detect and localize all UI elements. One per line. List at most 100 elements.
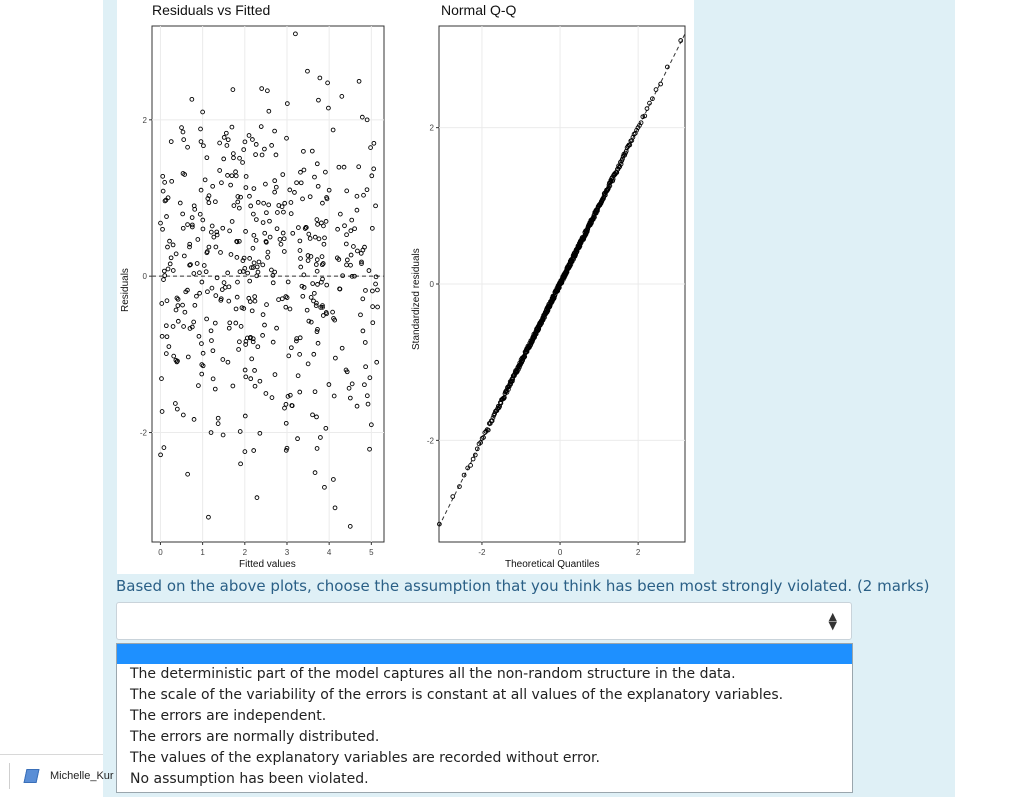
residual-point: [254, 264, 260, 270]
residual-point: [247, 278, 253, 284]
residual-point: [242, 139, 248, 145]
qq-point: [490, 415, 496, 421]
qq-point: [489, 418, 495, 424]
residual-point: [269, 143, 274, 148]
qq-point: [437, 521, 442, 527]
residual-point: [288, 200, 294, 205]
residual-point: [196, 333, 202, 339]
dropdown-option-empty-highlighted[interactable]: [117, 644, 852, 664]
residual-point: [364, 117, 370, 123]
residual-point: [274, 325, 279, 331]
residual-point: [288, 211, 294, 216]
residual-point: [359, 259, 364, 265]
qq-point: [474, 446, 480, 452]
dropdown-option[interactable]: The scale of the variability of the erro…: [130, 687, 784, 703]
residual-point: [281, 249, 287, 254]
residual-point: [197, 270, 202, 276]
residual-point: [243, 229, 248, 234]
residual-point: [201, 263, 207, 268]
dropdown-option[interactable]: The errors are independent.: [130, 708, 327, 724]
residual-point: [206, 193, 212, 199]
residual-point: [235, 194, 241, 199]
residual-point: [227, 320, 233, 326]
dropdown-option[interactable]: The deterministic part of the model capt…: [130, 666, 736, 682]
residual-point: [314, 414, 319, 420]
residual-point: [200, 217, 206, 223]
residual-point: [375, 287, 380, 293]
residual-point: [293, 31, 298, 37]
residual-point: [331, 477, 336, 482]
taskbar-file-item[interactable]: Michelle_Kur: [0, 754, 114, 798]
residual-point: [297, 248, 303, 253]
residual-point: [225, 359, 231, 365]
residual-point: [273, 184, 279, 190]
residual-point: [321, 241, 327, 247]
residual-point: [367, 375, 373, 381]
residual-point: [160, 188, 166, 194]
qq-point: [465, 465, 471, 471]
assumption-dropdown[interactable]: The deterministic part of the model capt…: [116, 643, 853, 793]
x-tick-label: 4: [327, 548, 332, 557]
residual-point: [283, 304, 289, 310]
residual-point: [323, 425, 329, 431]
residual-point: [159, 409, 165, 414]
residual-point: [262, 322, 267, 328]
residual-point: [373, 281, 378, 287]
residual-point: [307, 236, 313, 241]
residual-point: [236, 347, 241, 352]
dropdown-option[interactable]: The errors are normally distributed.: [130, 729, 380, 745]
residual-point: [181, 324, 186, 329]
residual-point: [250, 245, 256, 251]
residual-point: [191, 271, 197, 276]
residual-point: [206, 200, 212, 206]
residual-point: [238, 194, 243, 200]
residual-point: [314, 161, 320, 167]
residual-point: [213, 199, 218, 205]
residual-point: [185, 222, 190, 227]
residual-point: [257, 430, 263, 436]
residual-point: [235, 279, 240, 285]
residual-point: [221, 135, 227, 140]
residual-point: [205, 196, 211, 201]
residual-point: [277, 236, 283, 242]
dropdown-option[interactable]: No assumption has been violated.: [130, 771, 369, 787]
qq-point: [478, 440, 483, 445]
residual-point: [310, 281, 316, 286]
taskbar-divider: [9, 763, 10, 789]
residual-point: [234, 255, 240, 260]
residual-point: [225, 137, 231, 143]
qq-point: [584, 229, 590, 234]
residual-point: [166, 344, 172, 349]
residual-point: [265, 88, 270, 94]
residual-point: [225, 270, 231, 276]
qq-point: [658, 81, 663, 87]
residual-point: [189, 96, 195, 102]
assumption-select[interactable]: ▲ ▼: [116, 602, 852, 640]
residual-point: [281, 236, 287, 242]
residual-point: [210, 183, 216, 189]
residual-point: [211, 234, 217, 240]
residual-point: [185, 471, 190, 477]
residual-point: [252, 383, 258, 389]
residual-point: [259, 152, 265, 158]
residual-point: [262, 146, 267, 152]
residual-point: [161, 277, 166, 282]
residual-point: [251, 448, 257, 453]
residual-point: [214, 229, 220, 235]
residual-point: [348, 262, 353, 268]
residual-point: [167, 238, 172, 244]
residual-point: [337, 211, 343, 217]
residual-point: [200, 363, 206, 369]
residual-point: [170, 268, 176, 273]
dropdown-option[interactable]: The values of the explanatory variables …: [130, 750, 600, 766]
residual-point: [204, 155, 210, 161]
residual-point: [257, 378, 263, 384]
residual-point: [234, 239, 239, 244]
residual-point: [258, 124, 264, 129]
residuals-vs-fitted-chart: 0 1 2 3 4 5 -2 0 2: [140, 25, 385, 557]
residual-point: [170, 242, 176, 248]
residual-point: [230, 87, 236, 92]
residual-point: [269, 267, 274, 273]
residual-point: [321, 223, 326, 229]
residual-point: [159, 333, 165, 339]
